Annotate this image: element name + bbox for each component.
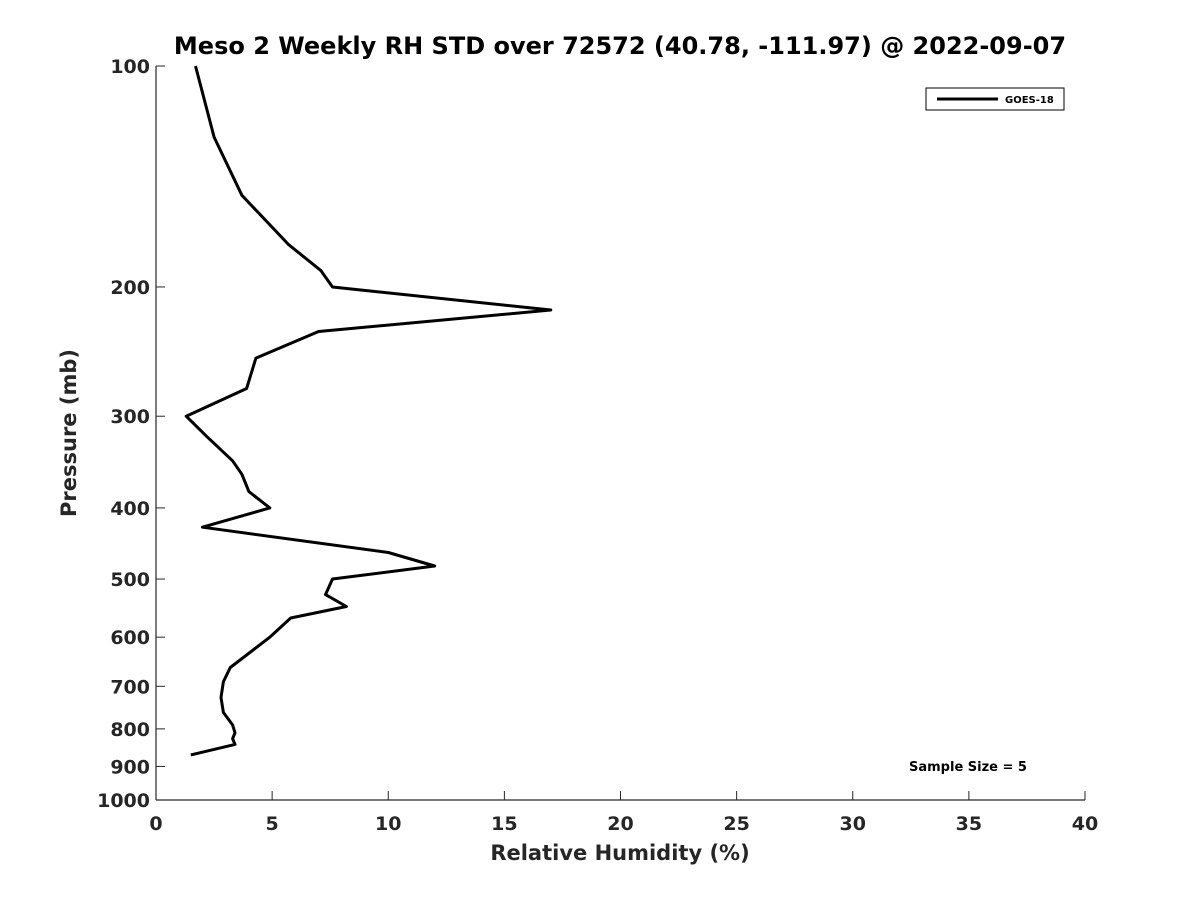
x-tick-label: 40: [1072, 813, 1098, 835]
y-tick-label: 100: [110, 56, 150, 78]
x-tick-label: 20: [607, 813, 633, 835]
x-tick-label: 5: [266, 813, 279, 835]
legend-label-goes-18: GOES-18: [1005, 95, 1054, 106]
x-tick-label: 25: [723, 813, 749, 835]
x-tick-label: 15: [491, 813, 517, 835]
y-tick-label: 800: [110, 719, 150, 741]
x-tick-label: 30: [840, 813, 866, 835]
y-tick-label: 300: [110, 406, 150, 428]
y-tick-label: 400: [110, 498, 150, 520]
y-tick-label: 900: [110, 756, 150, 778]
x-tick-label: 10: [375, 813, 401, 835]
chart-title: Meso 2 Weekly RH STD over 72572 (40.78, …: [174, 32, 1066, 60]
sample-size-annotation: Sample Size = 5: [909, 760, 1027, 775]
y-tick-label: 1000: [97, 790, 150, 812]
series-line-goes-18: [184, 65, 553, 757]
x-axis-label: Relative Humidity (%): [490, 841, 749, 865]
y-tick-label: 500: [110, 569, 150, 591]
y-tick-label: 700: [110, 676, 150, 698]
plot-axes: 0 5 10 15 20 25 30 35 40 100 200 300 400 500 600 700 800…: [97, 56, 1098, 835]
y-axis-label: Pressure (mb): [57, 349, 81, 517]
y-tick-label: 200: [110, 277, 150, 299]
y-tick-label: 600: [110, 627, 150, 649]
x-tick-label: 35: [956, 813, 982, 835]
series-layer: [184, 65, 553, 757]
legend: GOES-18: [925, 87, 1065, 111]
x-tick-label: 0: [149, 813, 162, 835]
